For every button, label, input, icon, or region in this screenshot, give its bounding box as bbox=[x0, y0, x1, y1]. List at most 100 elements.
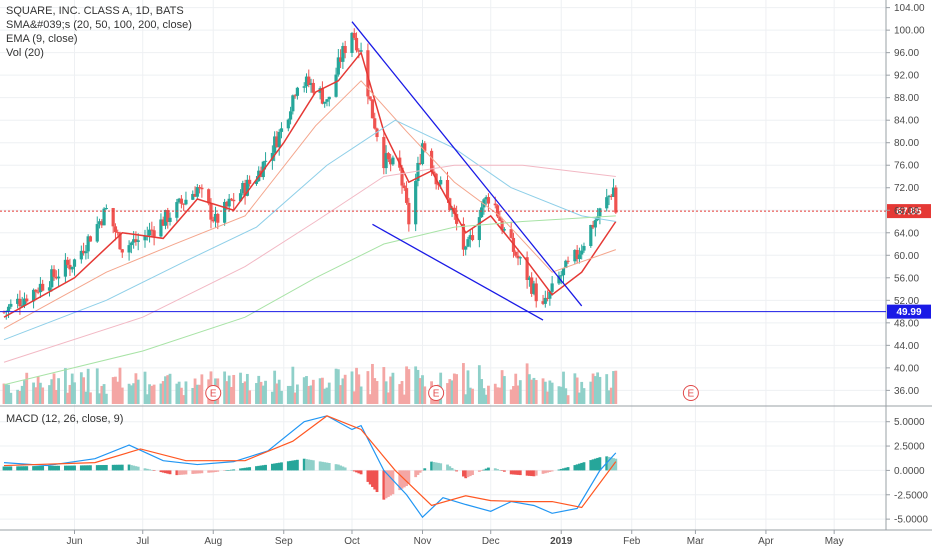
macd-histogram-bar bbox=[391, 470, 395, 495]
macd-histogram-bar bbox=[355, 470, 358, 473]
candle-body bbox=[175, 202, 179, 218]
candle-body bbox=[470, 235, 475, 241]
price-flag-label: 67.85 bbox=[896, 207, 921, 218]
macd-histogram-bar bbox=[200, 470, 204, 474]
candle-body bbox=[334, 74, 338, 97]
volume-bar bbox=[405, 366, 408, 404]
candle-body bbox=[70, 266, 74, 270]
macd-histogram-bar bbox=[95, 465, 99, 471]
candle-body bbox=[286, 119, 290, 129]
macd-histogram-bar bbox=[580, 462, 584, 471]
volume-bar bbox=[257, 375, 261, 404]
volume-bar bbox=[273, 370, 277, 404]
volume-bar bbox=[391, 372, 395, 404]
macd-tick-label: -2.5000 bbox=[894, 490, 928, 501]
volume-bar bbox=[136, 379, 140, 404]
macd-histogram-bar bbox=[104, 464, 108, 471]
earnings-marker: E bbox=[428, 385, 445, 401]
candle-body bbox=[227, 198, 231, 207]
volume-bar bbox=[66, 392, 70, 404]
macd-histogram-bar bbox=[79, 465, 83, 471]
candle-body bbox=[414, 181, 418, 225]
volume-bar bbox=[582, 388, 586, 404]
volume-bar bbox=[295, 384, 299, 404]
candle-body bbox=[111, 208, 115, 227]
volume-bar bbox=[4, 384, 8, 404]
candle-body bbox=[72, 259, 77, 267]
price-tick-label: 44.00 bbox=[894, 341, 919, 352]
macd-histogram-bar bbox=[437, 462, 440, 471]
volume-bar bbox=[612, 371, 615, 404]
volume-bar bbox=[79, 372, 83, 404]
volume-bar bbox=[400, 381, 404, 404]
macd-histogram-bar bbox=[400, 470, 404, 489]
volume-bar bbox=[359, 386, 363, 404]
trendline bbox=[351, 21, 583, 307]
candle-body bbox=[580, 250, 584, 255]
volume-bar bbox=[452, 373, 456, 404]
candle-body bbox=[366, 50, 370, 97]
volume-bar bbox=[418, 378, 422, 404]
candle-body bbox=[41, 283, 45, 291]
volume-bar bbox=[57, 378, 60, 404]
volume-bar bbox=[89, 392, 92, 404]
volume-bar bbox=[341, 378, 345, 404]
volume-bar bbox=[450, 380, 454, 404]
volume-bar bbox=[496, 387, 499, 404]
candle-body bbox=[480, 207, 484, 218]
macd-histogram-bar bbox=[16, 466, 20, 471]
macd-histogram-bar bbox=[421, 470, 424, 471]
candle-body bbox=[229, 198, 234, 200]
volume-bar bbox=[16, 389, 20, 404]
macd-tick-label: 0.0000 bbox=[894, 466, 925, 477]
volume-bar bbox=[41, 387, 45, 404]
macd-histogram-bar bbox=[593, 458, 597, 471]
macd-histogram-bar bbox=[64, 465, 67, 471]
macd-histogram-bar bbox=[232, 469, 236, 471]
macd-histogram-bar bbox=[243, 467, 247, 471]
price-tick-label: 84.00 bbox=[894, 116, 919, 127]
candle-body bbox=[418, 162, 422, 165]
volume-bar bbox=[145, 394, 149, 404]
candle-body bbox=[325, 99, 329, 102]
candle-body bbox=[143, 235, 147, 241]
volume-bar bbox=[591, 373, 595, 404]
volume-bar bbox=[487, 385, 490, 404]
candle-body bbox=[445, 180, 450, 199]
macd-histogram-bar bbox=[195, 470, 199, 474]
macd-histogram-bar bbox=[423, 468, 427, 471]
volume-bar bbox=[132, 383, 136, 404]
macd-histogram-bar bbox=[54, 465, 58, 471]
volume-bar bbox=[421, 375, 424, 404]
volume-bar bbox=[543, 381, 547, 404]
candle-body bbox=[95, 224, 99, 242]
volume-bar bbox=[68, 384, 72, 404]
macd-histogram-bar bbox=[327, 463, 331, 471]
volume-bar bbox=[200, 374, 204, 404]
volume-bar bbox=[264, 380, 267, 404]
macd-histogram-bar bbox=[70, 465, 74, 471]
candle-body bbox=[241, 183, 245, 194]
earnings-marker: E bbox=[205, 385, 222, 401]
volume-bar bbox=[175, 383, 179, 404]
volume-bar bbox=[500, 370, 504, 404]
macd-histogram-bar bbox=[368, 470, 372, 485]
macd-histogram-bar bbox=[211, 470, 215, 473]
candle-body bbox=[477, 217, 481, 241]
macd-histogram-bar bbox=[66, 465, 70, 471]
price-tick-label: 52.00 bbox=[894, 296, 919, 307]
macd-histogram-bar bbox=[546, 470, 549, 473]
volume-bar bbox=[166, 375, 170, 404]
candle-body bbox=[200, 187, 204, 190]
candle-body bbox=[530, 277, 534, 294]
macd-histogram-bar bbox=[591, 459, 595, 471]
macd-histogram-bar bbox=[514, 470, 518, 475]
macd-histogram-bar bbox=[32, 466, 35, 471]
volume-bar bbox=[557, 386, 561, 404]
candle-body bbox=[127, 245, 131, 253]
macd-histogram-bar bbox=[245, 467, 249, 471]
volume-bar bbox=[20, 385, 24, 404]
candle-body bbox=[88, 236, 93, 242]
macd-histogram-bar bbox=[291, 460, 295, 471]
